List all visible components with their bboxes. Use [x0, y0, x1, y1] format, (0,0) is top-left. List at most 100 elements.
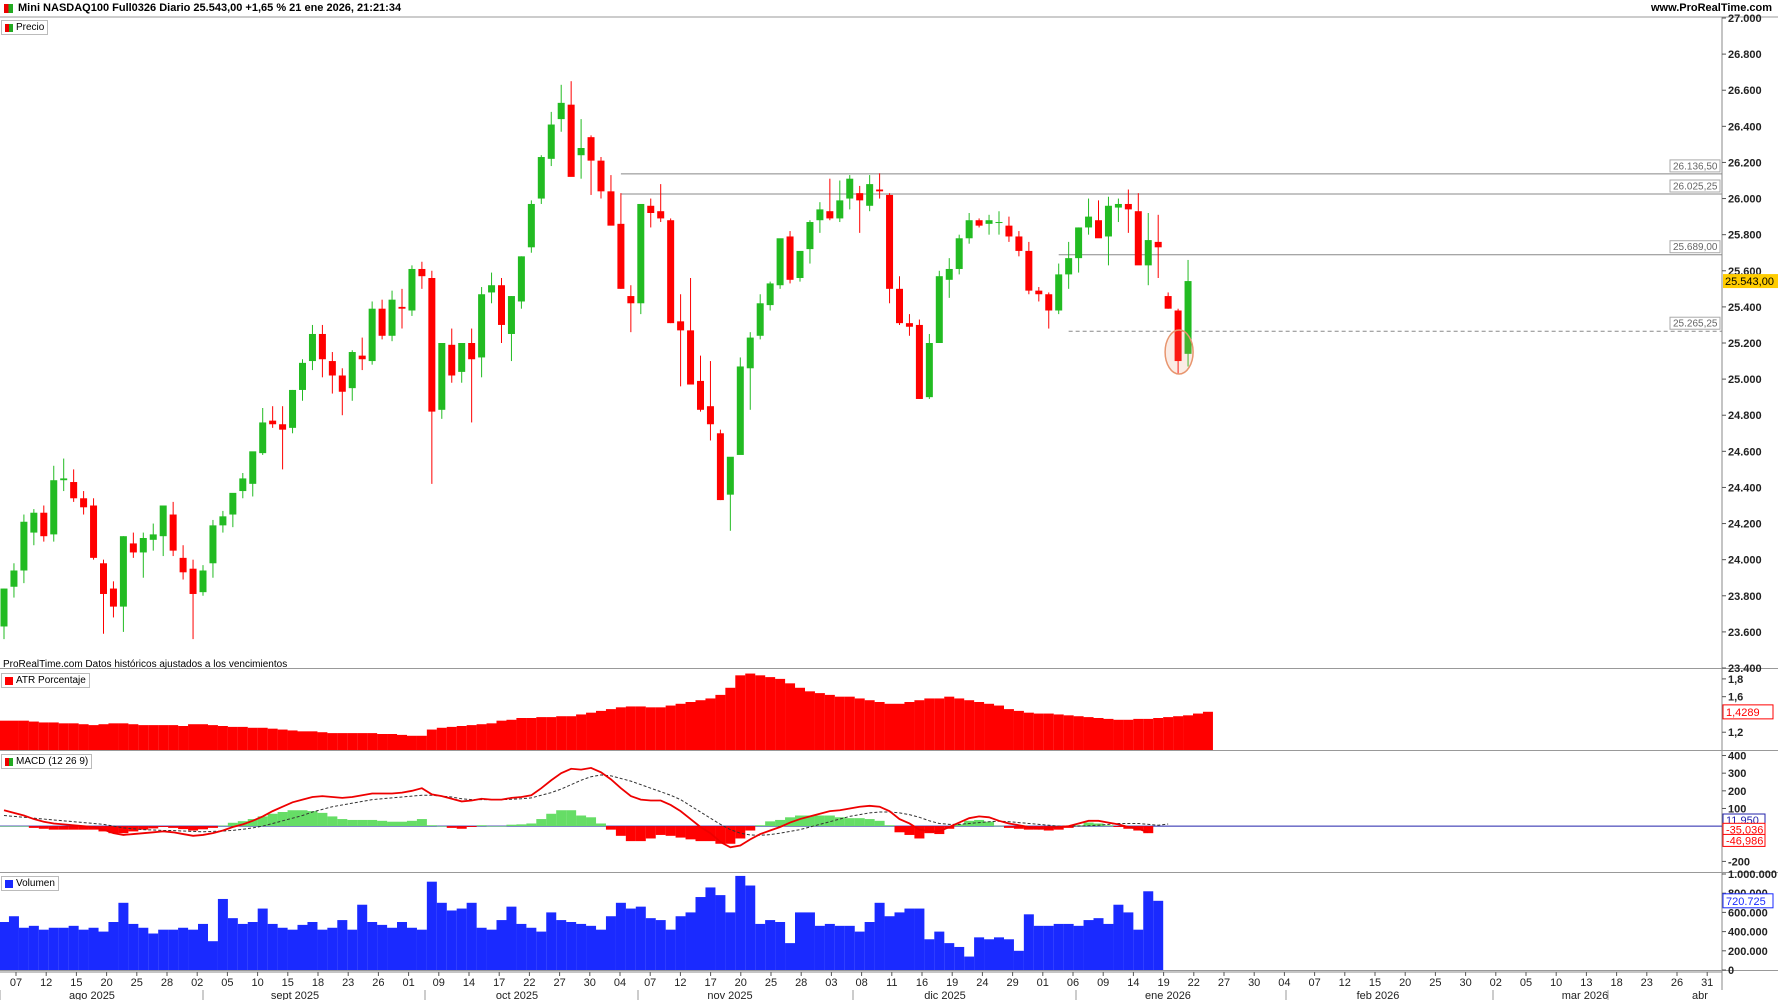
- candle-body: [308, 333, 316, 362]
- x-tick-label: 14: [463, 977, 475, 989]
- atr-bar: [824, 694, 835, 750]
- candle-body: [826, 211, 834, 219]
- x-month-label: sept 2025: [271, 990, 319, 1000]
- x-tick-label: 15: [282, 977, 294, 989]
- volume-bar: [994, 937, 1004, 970]
- macd-histogram-bar: [217, 825, 228, 827]
- instrument-icon: [4, 4, 13, 13]
- volume-bar: [108, 922, 119, 970]
- macd-histogram-bar: [824, 815, 835, 827]
- candle-body: [637, 203, 645, 304]
- site-link[interactable]: www.ProRealTime.com: [1650, 2, 1772, 14]
- candle-body: [289, 389, 297, 428]
- atr-bar: [874, 702, 885, 750]
- source-note: ProRealTime.com Datos históricos ajustad…: [3, 659, 288, 670]
- x-tick-label: 30: [584, 977, 596, 989]
- volume-bar: [38, 929, 49, 970]
- candle-body: [786, 236, 794, 280]
- atr-bar: [645, 707, 656, 750]
- y-tick-label: 1.000.000: [1728, 869, 1777, 881]
- atr-bar: [88, 725, 99, 750]
- macd-histogram-bar: [28, 826, 39, 828]
- candle-body: [468, 343, 476, 360]
- macd-histogram-bar: [765, 821, 776, 827]
- y-tick-label: 26.200: [1728, 157, 1762, 169]
- volume-bar: [1153, 900, 1164, 970]
- atr-bar: [217, 726, 228, 750]
- volume-bar: [814, 925, 825, 970]
- volume-bar: [705, 887, 716, 970]
- macd-histogram-bar: [387, 821, 398, 827]
- macd-histogram-bar: [894, 826, 905, 833]
- candle-body: [338, 375, 346, 392]
- atr-bar: [287, 730, 298, 750]
- candle-body: [30, 512, 38, 533]
- atr-bar: [158, 725, 169, 750]
- volume-bar: [735, 875, 746, 970]
- atr-bar: [655, 707, 666, 750]
- candle-body: [1035, 290, 1043, 295]
- volume-bar: [645, 918, 656, 970]
- atr-bar: [1073, 716, 1084, 750]
- candle-body: [547, 124, 555, 159]
- macd-histogram-bar: [466, 826, 477, 827]
- y-tick-label: 25.200: [1728, 338, 1762, 350]
- volume-panel-label[interactable]: Volumen: [1, 876, 59, 891]
- y-tick-label: 400.000: [1728, 927, 1768, 939]
- macd-panel-label[interactable]: MACD (12 26 9): [1, 754, 93, 769]
- atr-bar: [78, 724, 89, 750]
- candle-body: [816, 209, 824, 221]
- volume-bar: [1013, 950, 1024, 970]
- candle-body: [945, 268, 953, 280]
- volume-bar: [954, 946, 965, 970]
- macd-histogram-bar: [506, 824, 517, 827]
- candle-body: [975, 220, 983, 226]
- atr-bar: [426, 729, 437, 750]
- atr-bar: [496, 720, 507, 750]
- macd-histogram-bar: [347, 819, 358, 827]
- macd-histogram-bar: [586, 817, 597, 827]
- candle-body: [1015, 236, 1023, 251]
- x-month-label: mar 2026: [1562, 990, 1608, 1000]
- volume-bar: [854, 931, 865, 970]
- volume-bar: [844, 925, 855, 970]
- macd-histogram-bar: [884, 825, 895, 827]
- x-tick-label: 07: [1308, 977, 1320, 989]
- atr-bar: [1153, 718, 1164, 750]
- volume-value-label: 720.725: [1726, 896, 1766, 908]
- candle-body: [90, 505, 98, 558]
- macd-histogram-bar: [844, 818, 855, 827]
- atr-bar: [1033, 713, 1044, 750]
- price-panel-label[interactable]: Precio: [1, 20, 49, 35]
- candle-body: [239, 478, 247, 492]
- volume-bar: [0, 922, 9, 970]
- candle-body: [716, 433, 724, 501]
- volume-bar: [1023, 914, 1034, 970]
- volume-bar: [974, 937, 985, 970]
- candle-body: [318, 333, 326, 360]
- macd-histogram-bar: [118, 826, 129, 834]
- candle-body: [269, 420, 277, 425]
- atr-bar: [804, 691, 815, 750]
- candle-body: [617, 223, 625, 289]
- candle-body: [10, 570, 18, 587]
- atr-panel-label[interactable]: ATR Porcentaje: [1, 673, 90, 688]
- volume-bar: [795, 912, 805, 970]
- atr-bar: [1013, 710, 1024, 750]
- volume-bar: [247, 922, 258, 970]
- volume-bar: [914, 908, 925, 970]
- atr-bar: [715, 694, 726, 750]
- volume-bar: [526, 927, 537, 970]
- candle-body: [458, 343, 466, 372]
- price-level-label: 25.265,25: [1673, 319, 1718, 330]
- atr-bar: [168, 725, 179, 750]
- candle-body: [766, 283, 774, 306]
- y-tick-label: 26.000: [1728, 194, 1762, 206]
- volume-bar: [894, 912, 905, 970]
- atr-bar: [516, 718, 527, 750]
- atr-bar: [267, 728, 278, 750]
- atr-bar: [625, 706, 636, 750]
- atr-bar: [247, 727, 258, 750]
- macd-histogram-bar: [745, 826, 756, 831]
